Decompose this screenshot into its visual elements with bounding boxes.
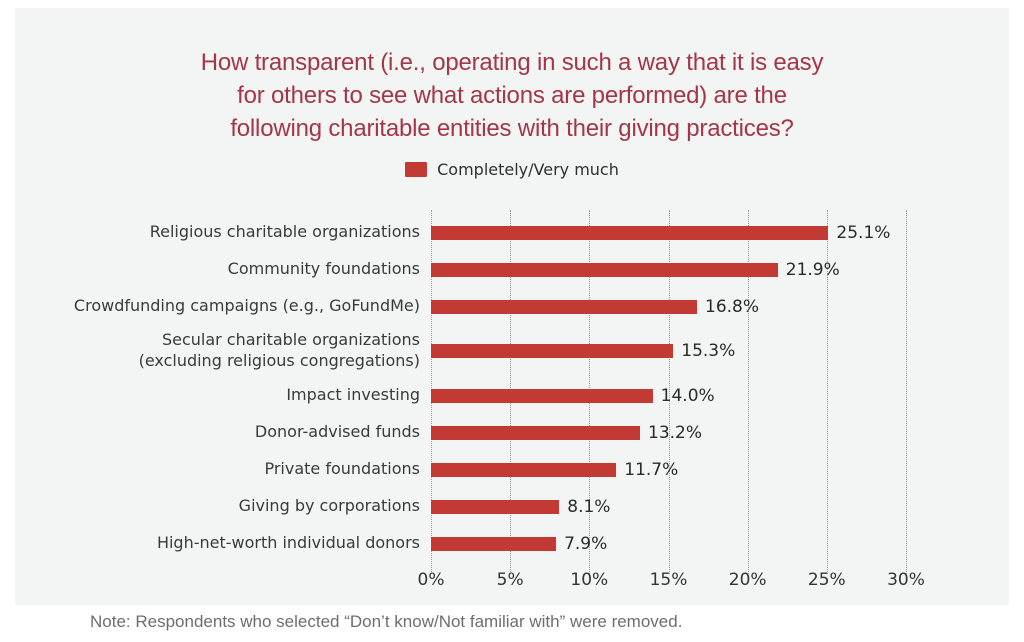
value-label: 11.7% bbox=[624, 459, 679, 480]
chart-row: Religious charitable organizations 25.1% bbox=[15, 214, 1009, 251]
category-label: High-net-worth individual donors bbox=[156, 533, 420, 553]
chart-row: Impact investing 14.0% bbox=[15, 377, 1009, 414]
chart-title-line-1: How transparent (i.e., operating in such… bbox=[200, 49, 824, 76]
x-axis: 0% 5% 10% 15% 20% 25% 30% bbox=[418, 570, 925, 592]
chart-rows: Religious charitable organizations 25.1% C… bbox=[15, 214, 1009, 562]
x-tick-label: 0% bbox=[417, 570, 445, 590]
bar bbox=[431, 499, 560, 514]
bar bbox=[431, 344, 674, 358]
bar bbox=[431, 388, 653, 403]
category-label: Crowdfunding campaigns (e.g., GoFundMe) bbox=[73, 296, 420, 316]
bar bbox=[431, 299, 697, 314]
value-label: 8.1% bbox=[567, 496, 611, 517]
bar bbox=[431, 462, 617, 477]
legend-swatch-icon bbox=[405, 162, 428, 177]
bar bbox=[431, 536, 557, 551]
bar-cell: 25.1% bbox=[431, 223, 906, 243]
bar bbox=[431, 262, 778, 277]
category-label: Impact investing bbox=[286, 385, 420, 405]
bar-cell: 13.2% bbox=[431, 423, 906, 443]
gridline bbox=[668, 210, 670, 574]
bar-cell: 14.0% bbox=[431, 386, 906, 406]
x-tick-label: 20% bbox=[728, 570, 767, 590]
chart-row: Donor-advised funds 13.2% bbox=[15, 414, 1009, 451]
category-label: Donor-advised funds bbox=[254, 422, 420, 442]
note: Note: Respondents who selected “Don’t kn… bbox=[90, 612, 683, 631]
chart-row: Secular charitable organizations (exclud… bbox=[15, 325, 1009, 377]
chart-card: How transparent (i.e., operating in such… bbox=[15, 8, 1009, 605]
value-label: 25.1% bbox=[836, 222, 891, 243]
bar bbox=[431, 425, 640, 440]
bar-cell: 7.9% bbox=[431, 534, 906, 554]
chart-title-line-2: for others to see what actions are perfo… bbox=[237, 82, 787, 109]
x-tick-label: 25% bbox=[807, 570, 846, 590]
bar-cell: 11.7% bbox=[431, 460, 906, 480]
gridline bbox=[747, 210, 749, 574]
value-label: 15.3% bbox=[681, 341, 736, 361]
bar-cell: 15.3% bbox=[431, 341, 906, 361]
category-label: Religious charitable organizations bbox=[149, 222, 420, 242]
value-label: 14.0% bbox=[660, 385, 715, 406]
value-label: 7.9% bbox=[564, 533, 608, 554]
x-tick-label: 5% bbox=[496, 570, 524, 590]
chart-row: Community foundations 21.9% bbox=[15, 251, 1009, 288]
bar-cell: 21.9% bbox=[431, 260, 906, 280]
x-tick-label: 10% bbox=[570, 570, 609, 590]
x-tick-label: 30% bbox=[887, 570, 925, 590]
legend-label: Completely/Very much bbox=[437, 160, 619, 179]
legend: Completely/Very much bbox=[15, 160, 1009, 179]
chart-row: High-net-worth individual donors 7.9% bbox=[15, 525, 1009, 562]
chart-title-line-3: following charitable entities with their… bbox=[230, 115, 794, 142]
category-label: Community foundations bbox=[227, 259, 420, 279]
value-label: 21.9% bbox=[785, 259, 840, 280]
bar-chart: Religious charitable organizations 25.1% C… bbox=[15, 210, 1009, 574]
value-label: 13.2% bbox=[648, 422, 703, 443]
bar bbox=[431, 225, 829, 240]
x-tick-label: 15% bbox=[649, 570, 688, 590]
value-label: 16.8% bbox=[705, 296, 760, 317]
gridline bbox=[826, 210, 828, 574]
chart-row: Giving by corporations 8.1% bbox=[15, 488, 1009, 525]
category-label: Giving by corporations bbox=[238, 496, 420, 516]
chart-title: How transparent (i.e., operating in such… bbox=[15, 46, 1009, 145]
category-label: Secular charitable organizations (exclud… bbox=[138, 330, 420, 370]
chart-row: Private foundations 11.7% bbox=[15, 451, 1009, 488]
bar-cell: 8.1% bbox=[431, 497, 906, 517]
gridline bbox=[906, 210, 907, 574]
bar-cell: 16.8% bbox=[431, 297, 906, 317]
category-label: Private foundations bbox=[264, 459, 420, 479]
chart-row: Crowdfunding campaigns (e.g., GoFundMe) 1… bbox=[15, 288, 1009, 325]
